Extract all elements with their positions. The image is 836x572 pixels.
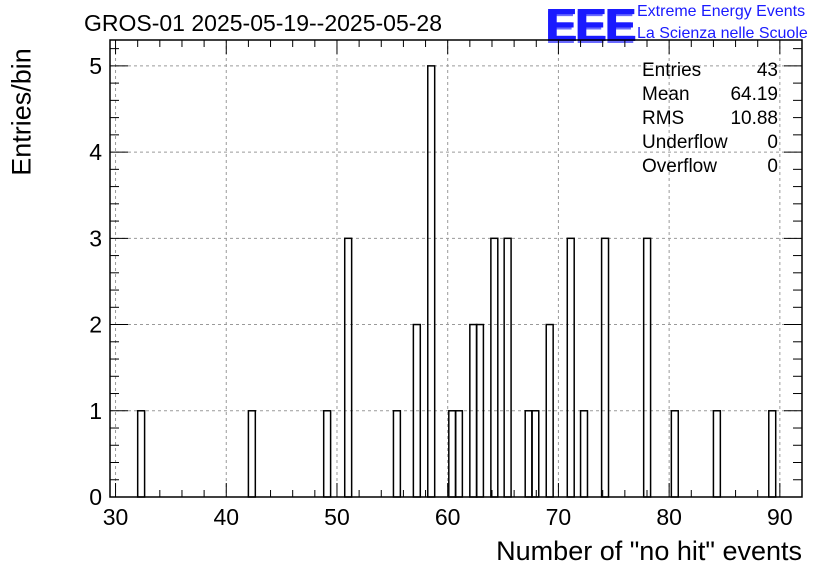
- stat-row-underflow: Underflow 0: [642, 131, 778, 155]
- y-tick-label: 0: [89, 484, 102, 510]
- x-tick-label: 60: [435, 504, 461, 530]
- stat-label: Underflow: [642, 132, 728, 153]
- plot-frame: [109, 39, 803, 498]
- x-tick-label: 90: [767, 504, 793, 530]
- chart-title: GROS-01 2025-05-19--2025-05-28: [84, 10, 442, 36]
- histogram-bar: [490, 237, 499, 498]
- stat-value: 0: [767, 156, 778, 177]
- histogram-bar: [136, 410, 146, 498]
- stats-box: Entries 43 Mean 64.19 RMS 10.88 Underflo…: [642, 59, 778, 179]
- histogram-bar: [247, 410, 257, 498]
- logo-line-1: Extreme Energy Events: [637, 3, 806, 20]
- histogram-bar: [454, 410, 464, 498]
- y-tick-label: 2: [89, 312, 102, 338]
- x-tick-label: 50: [324, 504, 350, 530]
- axis-tick-labels: 30 40 50 60 70 80 90 0 1 2 3 4 5: [89, 53, 792, 530]
- histogram-bar: [642, 237, 652, 498]
- stat-label: RMS: [642, 108, 685, 129]
- stat-row-overflow: Overflow 0: [642, 155, 778, 179]
- x-tick-label: 70: [546, 504, 572, 530]
- stat-label: Entries: [642, 60, 702, 81]
- y-tick-label: 5: [89, 53, 102, 79]
- y-tick-label: 4: [89, 139, 102, 165]
- histogram-bar: [670, 410, 680, 498]
- x-tick-label: 30: [103, 504, 129, 530]
- histogram-bar: [503, 237, 512, 498]
- logo-line-2: La Scienza nelle Scuole: [637, 25, 808, 42]
- grid-lines: [110, 40, 802, 497]
- histogram-bar: [712, 410, 722, 498]
- stat-value: 0: [767, 132, 778, 153]
- histogram-bar: [448, 410, 457, 498]
- histogram-bar: [566, 237, 575, 498]
- y-tick-label: 3: [89, 225, 102, 251]
- stat-row-rms: RMS 10.88: [642, 107, 778, 131]
- histogram-bar: [579, 410, 589, 498]
- stat-label: Mean: [642, 84, 690, 105]
- stat-value: 43: [756, 60, 778, 81]
- x-tick-label: 80: [656, 504, 682, 530]
- histogram-bar: [531, 410, 540, 498]
- x-tick-label: 40: [213, 504, 239, 530]
- histogram-bar: [768, 410, 777, 498]
- histogram-bar: [427, 65, 436, 498]
- axis-ticks: [110, 40, 803, 498]
- histogram-bar: [322, 410, 332, 498]
- histogram-bar: [524, 410, 533, 498]
- x-axis-label: Number of "no hit" events: [496, 536, 802, 566]
- stat-row-mean: Mean 64.19: [642, 83, 778, 107]
- stat-value: 10.88: [730, 108, 778, 129]
- histogram-bar: [392, 410, 402, 498]
- histogram-bar: [600, 237, 610, 498]
- stat-label: Overflow: [642, 156, 717, 177]
- stat-row-entries: Entries 43: [642, 59, 778, 83]
- stat-value: 64.19: [730, 84, 778, 105]
- y-tick-label: 1: [89, 398, 102, 424]
- histogram-bar: [343, 237, 353, 498]
